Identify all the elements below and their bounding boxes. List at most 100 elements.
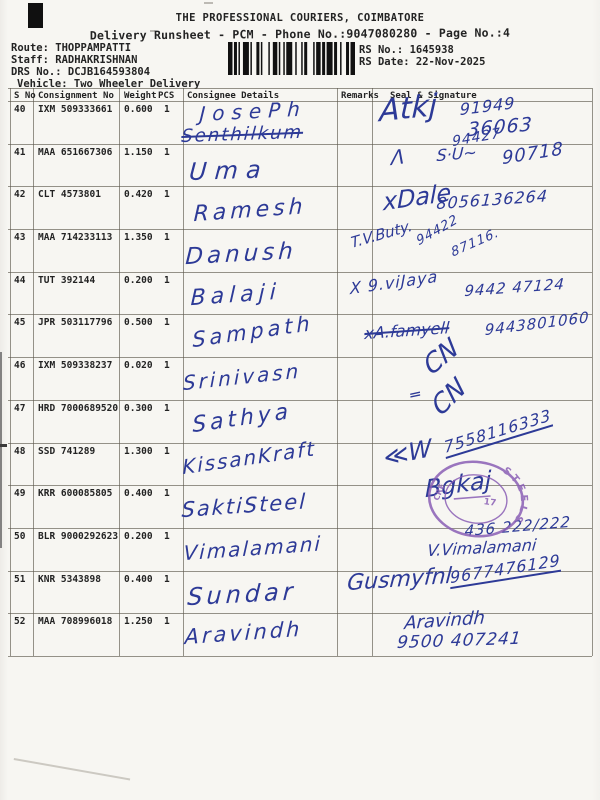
table-cell-sno: 43 <box>14 232 26 244</box>
signature-phone-number: 7558116333 <box>442 405 553 459</box>
signature-scribble: ═ <box>409 383 421 406</box>
table-cell-consignment-no: MAA 708996018 <box>38 616 113 628</box>
table-cell-pcs: 1 <box>164 360 170 372</box>
table-gridline-h <box>8 186 592 188</box>
consignee-name-handwritten: SaktiSteel <box>181 489 308 523</box>
table-cell-pcs: 1 <box>164 274 170 286</box>
consignee-name-handwritten: Vimalamani <box>183 531 323 566</box>
signature-phone-number: 87116. <box>449 225 501 261</box>
table-cell-weight: 1.150 <box>124 146 153 158</box>
table-cell-pcs: 1 <box>164 488 170 500</box>
column-header-remarks: Remarks <box>341 91 379 101</box>
signature-scribble: T.V.Buty. <box>349 216 414 252</box>
consignee-name-handwritten: Ramesh <box>193 194 307 228</box>
table-gridline-h <box>8 357 592 359</box>
staff-line: Staff: RADHAKRISHNAN <box>11 54 138 66</box>
table-gridline-h <box>8 527 592 529</box>
consignee-name-handwritten-struck: Senthilkum <box>180 121 304 148</box>
table-gridline-h <box>8 613 592 615</box>
signature-scribble: Gusmyfnl <box>346 563 453 597</box>
table-cell-consignment-no: TUT 392144 <box>38 274 96 286</box>
table-cell-consignment-no: KNR 5343898 <box>38 573 101 585</box>
table-gridline-h <box>8 442 592 444</box>
route-line: Route: THOPPAMPATTI <box>11 42 132 54</box>
table-cell-consignment-no: MAA 651667306 <box>38 146 113 158</box>
table-cell-sno: 44 <box>14 274 26 286</box>
table-gridline-h <box>8 101 592 102</box>
table-cell-sno: 40 <box>14 104 26 115</box>
scan-corner-mark <box>28 3 43 28</box>
rs-date-line: RS Date: 22-Nov-2025 <box>359 56 486 68</box>
table-gridline-v <box>592 88 593 656</box>
table-cell-sno: 46 <box>14 360 26 372</box>
consignee-name-handwritten: Danush <box>184 238 298 271</box>
column-header-weight: Weight <box>124 91 157 101</box>
table-cell-weight: 1.350 <box>124 232 153 244</box>
table-cell-consignment-no: IXM 509333661 <box>38 104 113 115</box>
rs-no-line: RS No.: 1645938 <box>359 44 454 56</box>
table-cell-pcs: 1 <box>164 530 170 542</box>
drs-no-line: DRS No.: DCJB164593804 <box>11 66 151 78</box>
table-cell-consignment-no: KRR 600085805 <box>38 488 113 500</box>
signature-phone-number: 9442 47124 <box>463 274 566 301</box>
table-cell-weight: 0.020 <box>124 360 153 372</box>
table-cell-sno: 51 <box>14 573 26 585</box>
scan-edge-artifact <box>0 352 2 548</box>
table-cell-sno: 48 <box>14 445 26 457</box>
table-cell-sno: 42 <box>14 189 26 201</box>
table-cell-weight: 0.420 <box>124 189 153 201</box>
consignee-name-handwritten: Srinivasn <box>183 358 302 396</box>
table-cell-pcs: 1 <box>164 445 170 457</box>
table-cell-weight: 0.400 <box>124 573 153 585</box>
signature-phone-number: 9500 407241 <box>396 628 523 654</box>
signature-scribble: CN <box>418 332 464 382</box>
consignee-name-handwritten: Uma <box>188 155 270 187</box>
table-cell-weight: 0.300 <box>124 402 153 414</box>
table-cell-weight: 0.400 <box>124 488 153 500</box>
table-cell-consignment-no: CLT 4573801 <box>38 189 101 201</box>
table-gridline-h <box>8 399 592 401</box>
signature-phone-number: X 9.viJaya <box>350 266 439 299</box>
scan-edge-artifact <box>0 444 7 447</box>
document-title: THE PROFESSIONAL COURIERS, COIMBATORE <box>175 12 425 24</box>
scan-speck <box>204 2 213 4</box>
signature-scribble: xA.famyell <box>363 318 450 344</box>
table-gridline-h <box>8 314 592 316</box>
signature-phone-number: 8056136264 <box>435 186 549 214</box>
table-gridline-h <box>8 229 592 231</box>
table-cell-pcs: 1 <box>164 104 170 115</box>
stamp-inner-text: 17 <box>483 497 497 509</box>
table-cell-sno: 50 <box>14 530 26 542</box>
barcode <box>228 42 355 75</box>
table-cell-weight: 1.300 <box>124 445 153 457</box>
table-cell-weight: 0.200 <box>124 274 153 286</box>
signature-scribble: Atkj <box>378 87 438 130</box>
table-cell-sno: 52 <box>14 616 26 628</box>
signature-scribble: ≪W <box>382 433 433 473</box>
consignee-name-handwritten: KissanKraft <box>181 436 317 480</box>
table-gridline-h <box>8 271 592 273</box>
table-cell-sno: 47 <box>14 402 26 414</box>
table-gridline-v <box>10 88 11 656</box>
table-cell-sno: 49 <box>14 488 26 500</box>
column-header-sno: S No <box>14 91 36 101</box>
table-cell-consignment-no: MAA 714233113 <box>38 232 113 244</box>
consignee-name-handwritten: Sundar <box>186 577 298 612</box>
column-header-pcs: PCS <box>158 91 175 101</box>
table-cell-pcs: 1 <box>164 146 170 158</box>
vehicle-line: Vehicle: Two Wheeler Delivery <box>17 78 201 90</box>
consignee-name-handwritten: Balaji <box>190 279 282 312</box>
table-gridline-h <box>8 656 592 657</box>
table-cell-sno: 41 <box>14 146 26 158</box>
consignee-name-handwritten: JosePh <box>198 96 308 127</box>
table-cell-weight: 0.200 <box>124 530 153 542</box>
table-gridline-h <box>8 570 592 572</box>
table-cell-pcs: 1 <box>164 189 170 201</box>
column-header-consignee-details: Consignee Details <box>187 91 280 101</box>
table-gridline-v <box>337 88 338 656</box>
consignee-name-handwritten: Aravindh <box>184 616 303 650</box>
table-gridline-h <box>8 485 592 487</box>
table-cell-weight: 0.600 <box>124 104 153 115</box>
